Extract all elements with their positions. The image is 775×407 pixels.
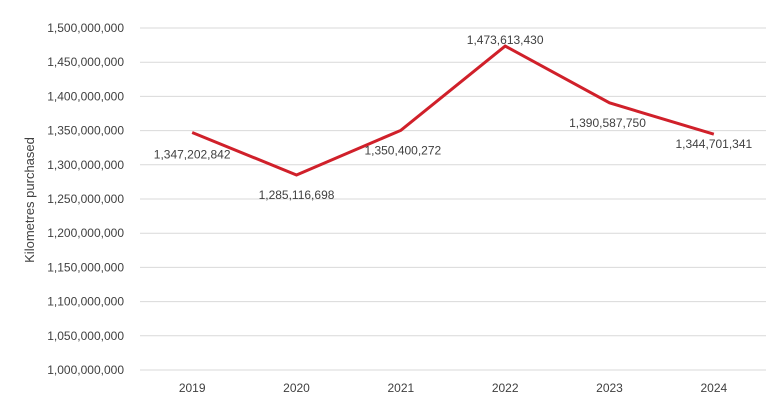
y-tick-label: 1,500,000,000	[47, 21, 124, 35]
y-axis-tick-labels: 1,000,000,000 1,050,000,000 1,100,000,000 1…	[47, 21, 124, 377]
data-label: 1,473,613,430	[467, 33, 544, 47]
y-tick-label: 1,350,000,000	[47, 124, 124, 138]
y-tick-label: 1,450,000,000	[47, 55, 124, 69]
x-tick-label: 2023	[596, 381, 623, 395]
data-label: 1,347,202,842	[154, 148, 231, 162]
series-lines	[191, 44, 715, 177]
series-line	[191, 44, 715, 177]
y-tick-label: 1,200,000,000	[47, 226, 124, 240]
gridlines	[140, 27, 766, 371]
y-tick-label: 1,400,000,000	[47, 89, 124, 103]
y-tick-label: 1,100,000,000	[47, 295, 124, 309]
x-tick-label: 2024	[700, 381, 727, 395]
data-label: 1,350,400,272	[364, 143, 441, 157]
data-label: 1,344,701,341	[675, 137, 752, 151]
data-label: 1,390,587,750	[569, 116, 646, 130]
x-tick-label: 2022	[492, 381, 519, 395]
y-tick-label: 1,050,000,000	[47, 329, 124, 343]
x-tick-label: 2020	[283, 381, 310, 395]
y-axis-title: Kilometres purchased	[22, 137, 37, 263]
x-tick-label: 2021	[387, 381, 414, 395]
y-tick-label: 1,300,000,000	[47, 158, 124, 172]
y-tick-label: 1,150,000,000	[47, 260, 124, 274]
data-labels: 1,347,202,842 1,285,116,698 1,350,400,272 1…	[154, 33, 753, 202]
y-tick-label: 1,250,000,000	[47, 192, 124, 206]
data-label: 1,285,116,698	[259, 188, 335, 202]
x-tick-label: 2019	[179, 381, 206, 395]
x-axis-tick-labels: 2019 2020 2021 2022 2023 2024	[179, 381, 728, 395]
y-tick-label: 1,000,000,000	[47, 363, 124, 377]
